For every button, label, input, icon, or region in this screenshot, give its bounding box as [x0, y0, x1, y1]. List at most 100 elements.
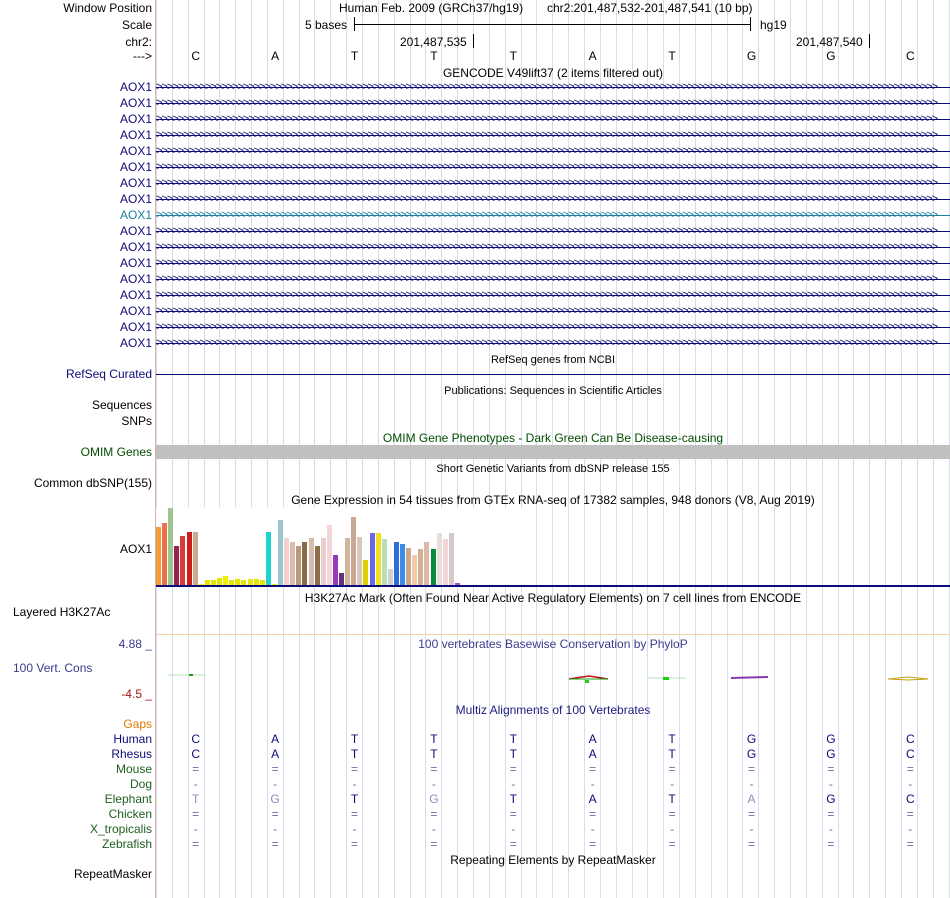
gtex-tissue-bar[interactable]	[272, 584, 277, 585]
gtex-tissue-bar[interactable]	[388, 569, 393, 585]
multiz-species-label[interactable]: Human	[113, 732, 152, 746]
gtex-tissue-bar[interactable]	[357, 537, 362, 585]
gencode-transcript-label[interactable]: AOX1	[119, 224, 152, 238]
gencode-transcript-label[interactable]: AOX1	[119, 304, 152, 318]
gencode-transcript-label[interactable]: AOX1	[119, 160, 152, 174]
refseq-gene-line[interactable]	[156, 374, 950, 375]
multiz-species-label[interactable]: Dog	[129, 777, 152, 791]
gencode-transcript[interactable]: >>>>>>>>>>>>>>>>>>>>>>>>>>>>>>>>>>>>>>>>…	[156, 112, 950, 126]
gtex-tissue-bar[interactable]	[205, 580, 210, 585]
gtex-tissue-bar[interactable]	[284, 538, 289, 585]
gtex-tissue-bar[interactable]	[217, 578, 222, 585]
multiz-species-label[interactable]: Zebrafish	[101, 837, 152, 851]
publications-title[interactable]: Publications: Sequences in Scientific Ar…	[444, 385, 662, 397]
gtex-tissue-bar[interactable]	[345, 538, 350, 585]
phylop-label[interactable]: 100 Vert. Cons	[13, 661, 93, 675]
gencode-transcript[interactable]: >>>>>>>>>>>>>>>>>>>>>>>>>>>>>>>>>>>>>>>>…	[156, 320, 950, 334]
gtex-tissue-bar[interactable]	[296, 546, 301, 585]
repeatmasker-title[interactable]: Repeating Elements by RepeatMasker	[450, 853, 656, 867]
dbsnp-title[interactable]: Short Genetic Variants from dbSNP releas…	[436, 463, 670, 475]
gtex-tissue-bar[interactable]	[443, 539, 448, 585]
gtex-label[interactable]: AOX1	[119, 542, 152, 556]
gtex-tissue-bar[interactable]	[376, 533, 381, 585]
gtex-tissue-bar[interactable]	[278, 520, 283, 585]
gtex-tissue-bar[interactable]	[180, 536, 185, 585]
gtex-tissue-bar[interactable]	[315, 546, 320, 585]
h3k27ac-title[interactable]: H3K27Ac Mark (Often Found Near Active Re…	[304, 591, 802, 605]
gtex-tissue-bar[interactable]	[382, 539, 387, 585]
gencode-transcript[interactable]: >>>>>>>>>>>>>>>>>>>>>>>>>>>>>>>>>>>>>>>>…	[156, 272, 950, 286]
gencode-transcript[interactable]: >>>>>>>>>>>>>>>>>>>>>>>>>>>>>>>>>>>>>>>>…	[156, 336, 950, 350]
gtex-tissue-bar[interactable]	[333, 555, 338, 585]
omim-label[interactable]: OMIM Genes	[80, 445, 152, 459]
gencode-transcript-label[interactable]: AOX1	[119, 208, 152, 222]
multiz-species-label[interactable]: Rhesus	[111, 747, 152, 761]
multiz-title[interactable]: Multiz Alignments of 100 Vertebrates	[455, 703, 651, 717]
gtex-tissue-bar[interactable]	[229, 580, 234, 585]
gencode-transcript-label[interactable]: AOX1	[119, 144, 152, 158]
gtex-tissue-bar[interactable]	[235, 579, 240, 585]
gtex-tissue-bar[interactable]	[302, 542, 307, 585]
h3k27ac-label[interactable]: Layered H3K27Ac	[13, 605, 111, 619]
multiz-species-label[interactable]: X_tropicalis	[89, 822, 152, 836]
gencode-transcript[interactable]: >>>>>>>>>>>>>>>>>>>>>>>>>>>>>>>>>>>>>>>>…	[156, 160, 950, 174]
gtex-tissue-bar[interactable]	[254, 579, 259, 585]
phylop-title[interactable]: 100 vertebrates Basewise Conservation by…	[418, 637, 688, 651]
gencode-transcript-label[interactable]: AOX1	[119, 288, 152, 302]
gtex-tissue-bar[interactable]	[211, 580, 216, 585]
gtex-tissue-bar[interactable]	[370, 533, 375, 585]
gtex-tissue-bar[interactable]	[156, 527, 161, 585]
multiz-gaps-label[interactable]: Gaps	[123, 717, 152, 731]
gtex-tissue-bar[interactable]	[260, 580, 265, 585]
gencode-transcript[interactable]: >>>>>>>>>>>>>>>>>>>>>>>>>>>>>>>>>>>>>>>>…	[156, 96, 950, 110]
gtex-tissue-bar[interactable]	[431, 549, 436, 585]
gtex-tissue-bar[interactable]	[162, 523, 167, 585]
gtex-tissue-bar[interactable]	[168, 508, 173, 585]
gencode-transcript[interactable]: >>>>>>>>>>>>>>>>>>>>>>>>>>>>>>>>>>>>>>>>…	[156, 224, 950, 238]
gtex-tissue-bar[interactable]	[327, 525, 332, 585]
multiz-species-label[interactable]: Chicken	[108, 807, 152, 821]
gencode-transcript[interactable]: >>>>>>>>>>>>>>>>>>>>>>>>>>>>>>>>>>>>>>>>…	[156, 128, 950, 142]
refseq-label[interactable]: RefSeq Curated	[65, 367, 152, 381]
gtex-tissue-bar[interactable]	[394, 542, 399, 585]
gtex-bar-chart[interactable]	[156, 508, 536, 585]
gtex-tissue-bar[interactable]	[406, 548, 411, 585]
repeatmasker-label[interactable]: RepeatMasker	[73, 867, 152, 881]
gtex-tissue-bar[interactable]	[424, 542, 429, 585]
gtex-tissue-bar[interactable]	[199, 584, 204, 585]
gtex-tissue-bar[interactable]	[418, 549, 423, 585]
publications-snps-label[interactable]: SNPs	[121, 414, 152, 428]
gencode-transcript[interactable]: >>>>>>>>>>>>>>>>>>>>>>>>>>>>>>>>>>>>>>>>…	[156, 192, 950, 206]
gtex-tissue-bar[interactable]	[309, 538, 314, 585]
gtex-tissue-bar[interactable]	[339, 573, 344, 585]
gtex-tissue-bar[interactable]	[455, 583, 460, 585]
gtex-tissue-bar[interactable]	[174, 546, 179, 585]
gencode-transcript[interactable]: >>>>>>>>>>>>>>>>>>>>>>>>>>>>>>>>>>>>>>>>…	[156, 304, 950, 318]
gencode-transcript[interactable]: >>>>>>>>>>>>>>>>>>>>>>>>>>>>>>>>>>>>>>>>…	[156, 144, 950, 158]
gencode-transcript-label[interactable]: AOX1	[119, 96, 152, 110]
gtex-tissue-bar[interactable]	[437, 533, 442, 585]
gencode-transcript-label[interactable]: AOX1	[119, 320, 152, 334]
omim-gene-bar[interactable]	[156, 445, 950, 459]
gtex-tissue-bar[interactable]	[193, 532, 198, 585]
multiz-species-label[interactable]: Mouse	[115, 762, 152, 776]
dbsnp-label[interactable]: Common dbSNP(155)	[33, 476, 152, 490]
gtex-tissue-bar[interactable]	[412, 555, 417, 585]
gtex-tissue-bar[interactable]	[223, 576, 228, 585]
gencode-transcript-label[interactable]: AOX1	[119, 272, 152, 286]
gencode-transcript[interactable]: >>>>>>>>>>>>>>>>>>>>>>>>>>>>>>>>>>>>>>>>…	[156, 240, 950, 254]
gtex-tissue-bar[interactable]	[351, 517, 356, 585]
gencode-transcript-label[interactable]: AOX1	[119, 240, 152, 254]
publications-sequences-label[interactable]: Sequences	[91, 398, 152, 412]
multiz-species-label[interactable]: Elephant	[104, 792, 152, 806]
gencode-transcript[interactable]: >>>>>>>>>>>>>>>>>>>>>>>>>>>>>>>>>>>>>>>>…	[156, 80, 950, 94]
gtex-tissue-bar[interactable]	[449, 533, 454, 585]
gencode-transcript-label[interactable]: AOX1	[119, 112, 152, 126]
gencode-transcript-label[interactable]: AOX1	[119, 80, 152, 94]
gencode-transcript-label[interactable]: AOX1	[119, 128, 152, 142]
gencode-transcript[interactable]: >>>>>>>>>>>>>>>>>>>>>>>>>>>>>>>>>>>>>>>>…	[156, 176, 950, 190]
gtex-tissue-bar[interactable]	[248, 579, 253, 585]
gtex-tissue-bar[interactable]	[290, 542, 295, 585]
gencode-title[interactable]: GENCODE V49lift37 (2 items filtered out)	[442, 66, 664, 80]
gencode-transcript[interactable]: >>>>>>>>>>>>>>>>>>>>>>>>>>>>>>>>>>>>>>>>…	[156, 288, 950, 302]
